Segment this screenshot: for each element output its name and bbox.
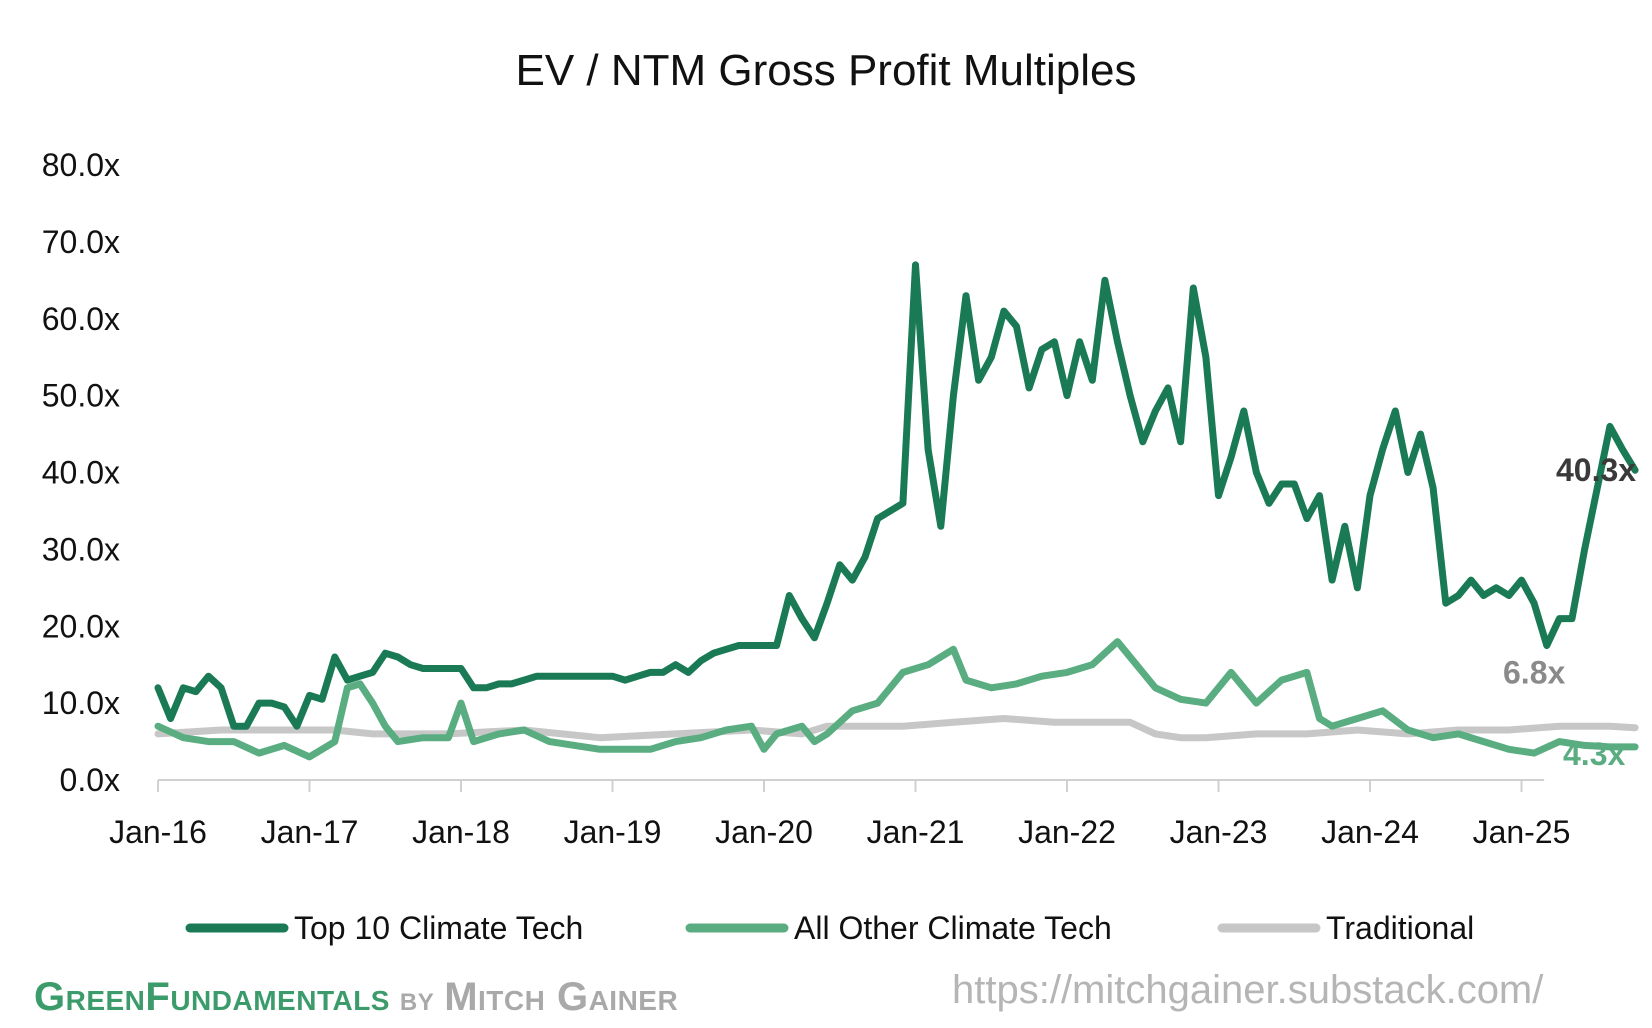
legend-label-2: Traditional	[1326, 910, 1474, 946]
end-label-2: 6.8x	[1503, 654, 1565, 690]
brand-footer: GreenFundamentals by Mitch Gainer	[34, 975, 678, 1020]
x-tick-label: Jan-19	[564, 814, 662, 850]
x-tick-label: Jan-18	[412, 814, 510, 850]
end-label-1: 4.3x	[1563, 736, 1625, 772]
y-tick-label: 20.0x	[42, 608, 120, 644]
x-tick-label: Jan-22	[1018, 814, 1116, 850]
y-axis: 0.0x 10.0x 20.0x 30.0x 40.0x 50.0x 60.0x 70.0x 8…	[42, 147, 120, 798]
legend-label-1: All Other Climate Tech	[794, 910, 1112, 946]
series-line-1	[154, 638, 1639, 761]
source-url[interactable]: https://mitchgainer.substack.com/	[952, 968, 1544, 1012]
y-tick-label: 60.0x	[42, 301, 120, 337]
x-tick-label: Jan-16	[109, 814, 207, 850]
x-tick-label: Jan-24	[1321, 814, 1419, 850]
y-tick-label: 30.0x	[42, 531, 120, 567]
end-labels: 40.3x 4.3x 6.8x	[1503, 452, 1636, 772]
x-tick-label: Jan-23	[1170, 814, 1268, 850]
x-tick-label: Jan-20	[715, 814, 813, 850]
y-tick-label: 50.0x	[42, 378, 120, 414]
legend-label-0: Top 10 Climate Tech	[294, 910, 583, 946]
series-line-0	[154, 261, 1639, 730]
legend: Top 10 Climate Tech All Other Climate Tec…	[185, 910, 1474, 946]
y-tick-label: 40.0x	[42, 455, 120, 491]
x-tick-label: Jan-17	[261, 814, 359, 850]
brand-name: GreenFundamentals	[34, 975, 390, 1019]
x-tick-label: Jan-21	[867, 814, 965, 850]
brand-author: Mitch Gainer	[444, 975, 679, 1019]
brand-by: by	[389, 980, 445, 1018]
y-tick-label: 70.0x	[42, 224, 120, 260]
x-tick-label: Jan-25	[1473, 814, 1571, 850]
y-tick-label: 10.0x	[42, 685, 120, 721]
series-group	[154, 261, 1639, 761]
end-label-0: 40.3x	[1556, 452, 1636, 488]
y-tick-label: 0.0x	[60, 762, 120, 798]
chart-title: EV / NTM Gross Profit Multiples	[515, 46, 1136, 95]
y-tick-label: 80.0x	[42, 147, 120, 183]
x-axis: Jan-16 Jan-17 Jan-18 Jan-19 Jan-20 Jan-21 Jan-…	[109, 779, 1571, 850]
